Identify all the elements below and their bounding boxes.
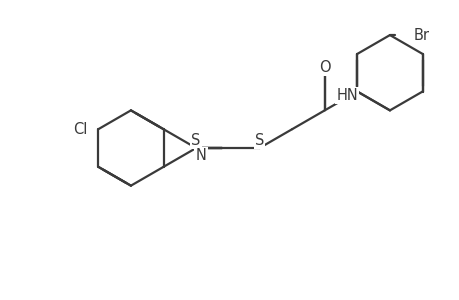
Text: S: S xyxy=(191,133,201,148)
Text: O: O xyxy=(318,60,330,75)
Text: Br: Br xyxy=(413,28,429,43)
Text: N: N xyxy=(195,148,206,164)
Text: S: S xyxy=(254,133,263,148)
Text: Cl: Cl xyxy=(73,122,88,137)
Text: HN: HN xyxy=(336,88,358,103)
